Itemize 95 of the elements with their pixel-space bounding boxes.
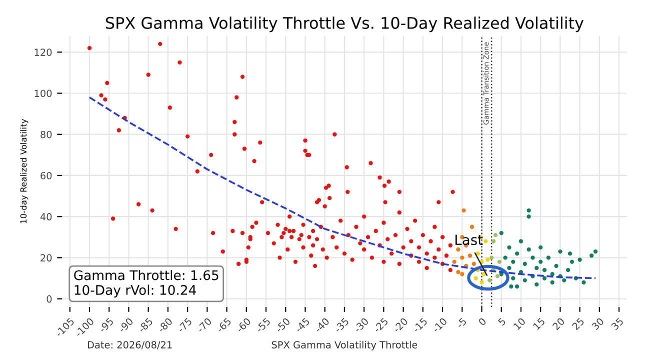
point — [489, 256, 494, 260]
point — [589, 254, 594, 258]
point — [472, 262, 476, 266]
x-tick-label: -55 — [255, 318, 271, 333]
point — [484, 239, 488, 244]
x-tick-label: -70 — [196, 317, 212, 333]
y-tick-label: 60 — [40, 172, 52, 180]
y-axis-title: 10-day Realized Volatility — [20, 118, 28, 224]
point — [534, 266, 539, 270]
point — [542, 276, 547, 280]
point — [554, 264, 558, 268]
point — [518, 239, 524, 244]
point — [538, 245, 543, 250]
point — [456, 270, 460, 274]
x-tick-label: -10 — [432, 317, 448, 333]
point — [514, 284, 520, 289]
point — [491, 239, 496, 244]
x-tick-label: 25 — [572, 317, 585, 330]
point — [558, 249, 562, 254]
y-tick-label: 20 — [40, 254, 52, 262]
x-tick-label: -95 — [98, 317, 114, 333]
y-tick-label: 120 — [34, 48, 52, 56]
point — [562, 278, 566, 282]
point — [486, 258, 490, 262]
point — [499, 230, 504, 236]
point — [530, 256, 535, 260]
x-tick-label: -25 — [372, 317, 388, 333]
x-tick-label: -60 — [236, 317, 252, 333]
point — [582, 280, 586, 284]
x-tick-label: -5 — [456, 318, 467, 329]
point — [474, 276, 478, 280]
chart-title: SPX Gamma Volatility Throttle Vs. 10-Day Realized Volatility — [106, 16, 584, 32]
point — [495, 274, 500, 278]
point — [507, 266, 512, 270]
x-tick-label: -85 — [138, 317, 154, 333]
y-tick-label: 40 — [40, 213, 52, 220]
x-tick-label: -30 — [353, 317, 369, 333]
x-tick-label: -35 — [334, 317, 350, 333]
point — [534, 282, 539, 286]
point — [570, 260, 574, 264]
point — [538, 260, 543, 264]
x-tick-label: -40 — [314, 317, 330, 333]
point — [568, 251, 572, 256]
x-axis-title: SPX Gamma Volatility Throttle — [272, 340, 418, 350]
x-tick-label: -90 — [118, 317, 134, 333]
x-tick-label: 10 — [513, 317, 526, 330]
point — [542, 268, 547, 272]
point — [470, 224, 474, 229]
point — [522, 278, 527, 282]
point — [546, 256, 551, 260]
x-tick-label: 35 — [610, 317, 624, 330]
point — [526, 208, 531, 212]
x-tick-label: 15 — [532, 318, 546, 330]
point — [476, 251, 480, 256]
point — [493, 232, 498, 238]
x-tick-label: -75 — [176, 318, 192, 333]
x-tick-label: -65 — [216, 317, 232, 333]
point — [456, 247, 460, 252]
point — [511, 276, 516, 280]
point — [511, 260, 516, 264]
x-tick-label: -50 — [274, 317, 290, 333]
point — [522, 262, 527, 266]
point — [452, 260, 456, 264]
y-tick-label: 80 — [40, 130, 52, 138]
x-tick-label: 0 — [478, 317, 487, 326]
point — [480, 280, 484, 284]
point — [460, 256, 464, 260]
point — [593, 249, 598, 254]
point — [578, 258, 582, 262]
point — [526, 247, 531, 252]
x-tick-label: 30 — [591, 317, 604, 330]
point — [462, 208, 466, 212]
point — [509, 284, 514, 289]
x-tick-label: -15 — [412, 318, 428, 333]
point — [514, 251, 520, 256]
point — [526, 214, 531, 219]
point — [566, 268, 570, 272]
x-tick-label: -45 — [294, 318, 310, 333]
point — [507, 245, 512, 250]
point — [550, 280, 554, 284]
text: Date: 2026/08/21 — [88, 341, 172, 350]
y-tick-label: 100 — [34, 90, 52, 98]
point — [460, 272, 464, 276]
annotation: Gamma Throttle: 1.65 10-Day rVol: 10.24 — [74, 270, 218, 298]
y-tick-label: 0 — [46, 295, 52, 303]
x-tick-label: 20 — [552, 317, 566, 330]
x-tick-label: 5 — [498, 318, 506, 326]
x-tick-label: -80 — [157, 317, 173, 333]
x-tick-label: -20 — [392, 317, 408, 333]
annotation: Last — [456, 234, 483, 246]
point — [497, 260, 502, 264]
point — [468, 254, 472, 258]
point — [482, 272, 486, 276]
point — [503, 256, 508, 260]
point — [488, 278, 492, 282]
